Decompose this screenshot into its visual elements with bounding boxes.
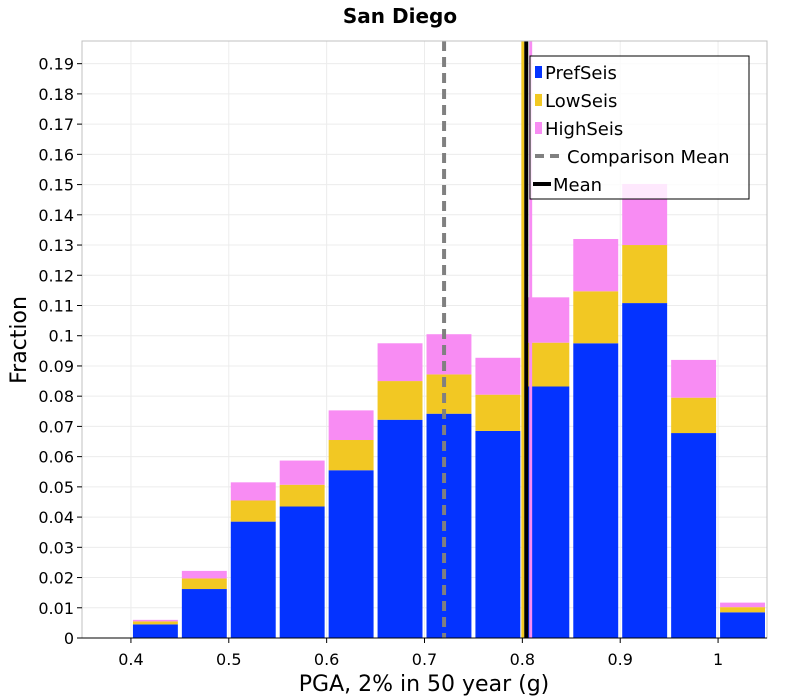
y-tick-label: 0.11 bbox=[38, 296, 74, 315]
bar-highseis bbox=[475, 357, 521, 395]
legend-swatch-prefseis bbox=[535, 66, 542, 78]
bar-prefseis bbox=[720, 612, 765, 638]
x-tick-label: 0.9 bbox=[607, 650, 632, 669]
bar-prefseis bbox=[279, 506, 325, 638]
bar-highseis bbox=[573, 238, 619, 292]
bar-highseis bbox=[426, 334, 472, 375]
bar-prefseis bbox=[573, 343, 619, 638]
x-tick-label: 0.6 bbox=[314, 650, 339, 669]
y-tick-label: 0.02 bbox=[38, 569, 74, 588]
x-tick-label: 0.4 bbox=[118, 650, 143, 669]
bar-lowseis bbox=[475, 394, 521, 431]
y-tick-label: 0.19 bbox=[38, 55, 74, 74]
x-axis-title: PGA, 2% in 50 year (g) bbox=[299, 672, 550, 697]
bar-lowseis bbox=[573, 291, 619, 344]
bar-highseis bbox=[279, 460, 325, 485]
x-tick-label: 0.8 bbox=[510, 650, 535, 669]
legend-label-highseis: HighSeis bbox=[545, 119, 623, 140]
bar-prefseis bbox=[622, 303, 668, 638]
bar-highseis bbox=[377, 343, 423, 382]
bar-lowseis bbox=[181, 578, 227, 590]
legend-box bbox=[529, 55, 750, 200]
legend-swatch-highseis bbox=[535, 122, 542, 134]
chart-title: San Diego bbox=[343, 4, 457, 28]
bar-lowseis bbox=[671, 397, 717, 434]
bar-highseis bbox=[132, 619, 178, 622]
bar-highseis bbox=[181, 570, 227, 579]
bar-lowseis bbox=[720, 607, 765, 613]
y-tick-label: 0.18 bbox=[38, 85, 74, 104]
y-tick-label: 0.03 bbox=[38, 538, 74, 557]
y-tick-label: 0.07 bbox=[38, 417, 74, 436]
bar-lowseis bbox=[230, 500, 276, 522]
y-tick-label: 0 bbox=[64, 629, 74, 648]
legend-label-comparison-mean: Comparison Mean bbox=[567, 147, 730, 168]
x-axis-ticks: 0.4 0.5 0.6 0.7 0.8 0.9 1 bbox=[118, 638, 723, 669]
bar-prefseis bbox=[426, 413, 472, 638]
y-axis-title: Fraction bbox=[7, 296, 32, 384]
legend-label-lowseis: LowSeis bbox=[545, 91, 617, 112]
bars bbox=[132, 183, 765, 638]
y-tick-label: 0.12 bbox=[38, 266, 74, 285]
bar-lowseis bbox=[328, 440, 374, 471]
y-tick-label: 0.05 bbox=[38, 478, 74, 497]
bar-prefseis bbox=[181, 589, 227, 638]
y-tick-label: 0.17 bbox=[38, 115, 74, 134]
y-tick-label: 0.1 bbox=[49, 327, 74, 346]
legend-swatch-lowseis bbox=[535, 94, 542, 106]
bar-lowseis bbox=[377, 381, 423, 420]
y-axis-ticks: 0 0.01 0.02 0.03 0.04 0.05 0.06 0.07 0.08 0.09 0.1… bbox=[38, 55, 82, 648]
bar-lowseis bbox=[622, 245, 668, 304]
bar-highseis bbox=[720, 602, 765, 608]
bar-prefseis bbox=[475, 430, 521, 638]
bar-prefseis bbox=[132, 624, 178, 638]
bar-prefseis bbox=[377, 419, 423, 638]
y-tick-label: 0.09 bbox=[38, 357, 74, 376]
bar-lowseis bbox=[426, 374, 472, 414]
bar-prefseis bbox=[328, 470, 374, 638]
x-tick-label: 0.5 bbox=[216, 650, 241, 669]
y-tick-label: 0.08 bbox=[38, 387, 74, 406]
bar-highseis bbox=[328, 410, 374, 441]
legend-label-prefseis: PrefSeis bbox=[545, 63, 617, 84]
bar-lowseis bbox=[132, 621, 178, 625]
x-tick-label: 1 bbox=[713, 650, 723, 669]
legend: PrefSeis LowSeis HighSeis Comparison Mean Me… bbox=[529, 55, 750, 200]
bar-prefseis bbox=[230, 521, 276, 638]
y-tick-label: 0.14 bbox=[38, 206, 74, 225]
legend-label-mean: Mean bbox=[553, 175, 602, 196]
bar-highseis bbox=[230, 482, 276, 501]
x-tick-label: 0.7 bbox=[412, 650, 437, 669]
y-tick-label: 0.01 bbox=[38, 599, 74, 618]
bar-lowseis bbox=[279, 484, 325, 507]
y-tick-label: 0.06 bbox=[38, 448, 74, 467]
bar-prefseis bbox=[671, 433, 717, 638]
y-tick-label: 0.15 bbox=[38, 176, 74, 195]
bar-highseis bbox=[671, 359, 717, 398]
y-tick-label: 0.13 bbox=[38, 236, 74, 255]
y-tick-label: 0.16 bbox=[38, 145, 74, 164]
y-tick-label: 0.04 bbox=[38, 508, 74, 527]
